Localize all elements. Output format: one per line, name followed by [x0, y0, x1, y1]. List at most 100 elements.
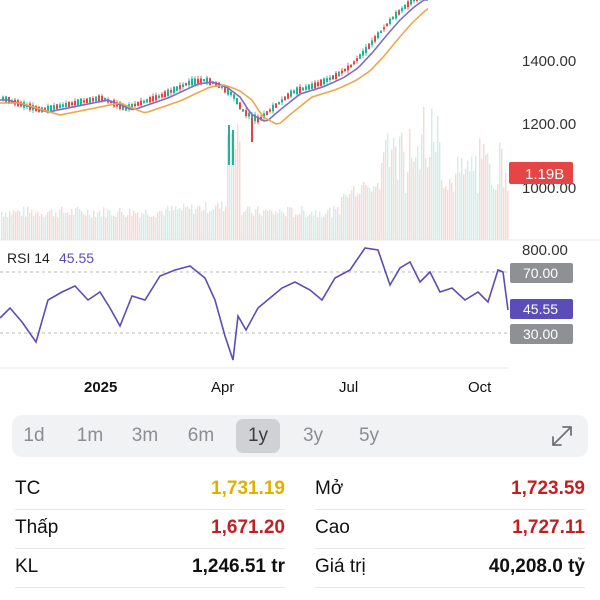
- volume-bar: [197, 206, 199, 240]
- volume-bar: [43, 217, 45, 240]
- volume-bar: [77, 206, 79, 240]
- candlestick: [239, 101, 241, 110]
- volume-bar: [83, 214, 85, 240]
- volume-bar: [495, 189, 497, 240]
- volume-bar: [423, 107, 425, 240]
- stat-label: KL: [15, 556, 39, 577]
- volume-bar: [371, 191, 373, 240]
- stat-value: 1,731.19: [211, 478, 285, 499]
- volume-bar: [243, 212, 245, 240]
- candlestick: [350, 64, 352, 68]
- volume-bar: [211, 210, 213, 240]
- range-option-3m[interactable]: 3m: [131, 425, 159, 446]
- volume-bar: [331, 217, 333, 240]
- volume-bar: [441, 180, 443, 240]
- candlestick: [305, 83, 307, 93]
- divider: [15, 548, 285, 549]
- volume-bar: [133, 210, 135, 240]
- volume-bar: [167, 205, 169, 240]
- volume-bar: [221, 201, 223, 240]
- volume-bar: [229, 148, 231, 240]
- candlestick: [371, 37, 373, 48]
- candlestick: [176, 85, 178, 92]
- volume-bar: [385, 139, 387, 240]
- price-axis-tick: 1200.00: [522, 116, 576, 133]
- rsi-label: RSI 14: [7, 250, 50, 266]
- candlestick: [50, 104, 52, 112]
- candlestick: [182, 82, 184, 90]
- volume-bar: [111, 215, 113, 240]
- candlestick: [89, 97, 91, 104]
- volume-bar: [389, 166, 391, 240]
- range-option-1d[interactable]: 1d: [23, 425, 45, 446]
- rsi-line: [0, 247, 509, 361]
- volume-bar: [235, 149, 237, 240]
- range-option-5y[interactable]: 5y: [358, 425, 380, 446]
- volume-bar: [497, 183, 499, 240]
- volume-bar: [425, 158, 427, 240]
- stat-label: Thấp: [15, 517, 59, 538]
- rsi-current-label: 45.55: [523, 301, 558, 317]
- volume-bar: [49, 210, 51, 240]
- candlestick: [254, 111, 256, 125]
- volume-bar: [299, 213, 301, 240]
- volume-bar: [501, 148, 503, 240]
- volume-bar: [381, 162, 383, 240]
- range-option-1m[interactable]: 1m: [76, 425, 104, 446]
- candlestick: [326, 75, 328, 85]
- volume-bar: [63, 212, 65, 240]
- volume-bar: [363, 181, 365, 240]
- time-axis-tick: Apr: [211, 379, 234, 396]
- volume-bar: [153, 215, 155, 240]
- candlestick: [245, 107, 247, 119]
- volume-bar: [289, 206, 291, 240]
- volume-bar: [191, 204, 193, 240]
- candlestick: [269, 107, 271, 114]
- candlestick: [293, 88, 295, 95]
- range-option-6m[interactable]: 6m: [187, 425, 215, 446]
- volume-bar: [333, 206, 335, 240]
- rsi-axis-tick: 800.00: [522, 242, 568, 259]
- stat-value: 1,246.51 tr: [192, 556, 285, 577]
- candlestick: [278, 101, 280, 105]
- volume-bar: [395, 146, 397, 240]
- candlestick: [263, 110, 265, 121]
- volume-bar: [177, 209, 179, 240]
- volume-bar: [435, 151, 437, 240]
- candlestick: [146, 98, 148, 103]
- price-axis-tick: 1400.00: [522, 53, 576, 70]
- volume-bar: [285, 216, 287, 240]
- candlestick: [332, 75, 334, 80]
- volume-bar: [11, 214, 13, 240]
- volume-bar: [131, 216, 133, 240]
- volume-bar: [89, 214, 91, 240]
- volume-bar: [419, 169, 421, 240]
- candlestick: [404, 4, 406, 10]
- candlestick: [356, 55, 358, 64]
- candlestick: [374, 34, 376, 44]
- volume-bar: [33, 215, 35, 240]
- expand-icon[interactable]: [550, 424, 574, 448]
- volume-bar: [383, 152, 385, 240]
- candlestick: [308, 83, 310, 91]
- volume-bar: [179, 208, 181, 240]
- candlestick: [362, 48, 364, 58]
- range-option-1y[interactable]: 1y: [236, 419, 280, 453]
- volume-bar: [185, 207, 187, 240]
- candlestick: [377, 30, 379, 40]
- range-option-3y[interactable]: 3y: [302, 425, 324, 446]
- volume-bar: [493, 188, 495, 240]
- stat-volume: KL 1,246.51 tr: [15, 547, 285, 587]
- volume-bar: [305, 217, 307, 240]
- candlestick: [347, 62, 349, 74]
- volume-bar: [147, 214, 149, 240]
- candlestick: [161, 91, 163, 100]
- candlestick: [164, 89, 166, 99]
- volume-bar: [57, 217, 59, 240]
- volume-bar: [417, 145, 419, 240]
- volume-bar: [293, 216, 295, 240]
- price-chart[interactable]: 1400.00 1200.00 1000.00 1.19B 800.00 RSI…: [0, 0, 600, 400]
- candlestick: [236, 97, 238, 105]
- volume-bar: [41, 213, 43, 240]
- candlestick: [317, 79, 319, 89]
